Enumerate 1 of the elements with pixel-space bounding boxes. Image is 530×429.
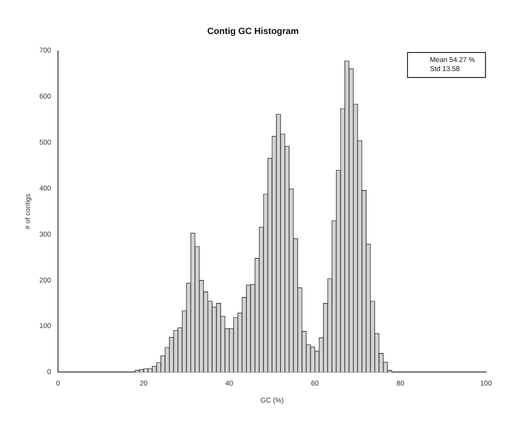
- chart-title: Contig GC Histogram: [207, 26, 299, 36]
